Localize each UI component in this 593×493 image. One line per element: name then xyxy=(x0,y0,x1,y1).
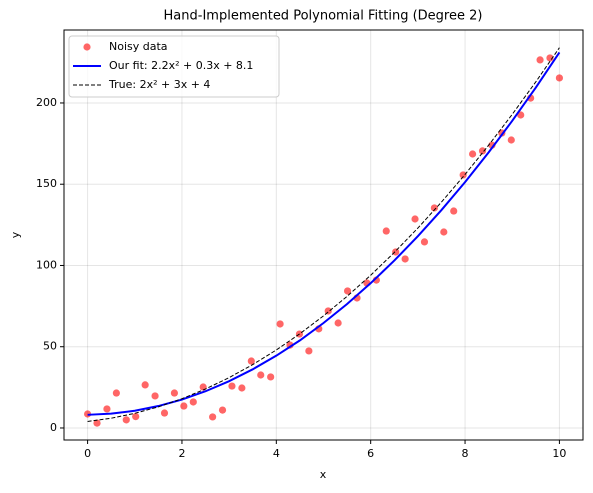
x-tick-label: 4 xyxy=(273,447,280,460)
data-point xyxy=(478,147,487,155)
legend-label: Noisy data xyxy=(109,40,168,53)
data-point xyxy=(112,389,120,397)
legend-marker xyxy=(83,43,91,51)
x-tick-label: 6 xyxy=(367,447,374,460)
data-point xyxy=(440,228,448,236)
x-tick-label: 8 xyxy=(462,447,469,460)
data-point xyxy=(141,381,149,389)
data-point xyxy=(430,204,438,212)
data-point xyxy=(536,56,544,64)
data-point xyxy=(151,392,159,400)
y-axis-label: y xyxy=(9,231,22,238)
data-point xyxy=(218,406,227,414)
plot-frame xyxy=(63,29,584,441)
legend-label: True: 2x² + 3x + 4 xyxy=(108,78,210,91)
y-tick-label: 200 xyxy=(36,96,57,109)
legend-frame xyxy=(68,35,280,98)
data-point xyxy=(392,248,400,256)
data-point xyxy=(189,398,197,406)
data-point xyxy=(468,150,477,158)
chart-title: Hand-Implemented Polynomial Fitting (Deg… xyxy=(164,9,483,24)
data-point xyxy=(257,371,265,379)
data-point xyxy=(160,409,169,417)
data-point xyxy=(132,412,140,421)
y-tick-label: 100 xyxy=(36,258,57,271)
x-tick-label: 10 xyxy=(552,447,566,460)
x-tick-label: 0 xyxy=(84,447,91,460)
data-point xyxy=(180,402,188,410)
data-point xyxy=(343,287,352,295)
data-point xyxy=(122,416,130,424)
line-series xyxy=(87,51,561,416)
y-tick-label: 50 xyxy=(43,340,57,353)
data-point xyxy=(450,207,458,215)
legend: Noisy data Our fit: 2.2x² + 0.3x + 8.1 Tru… xyxy=(68,35,280,98)
data-point xyxy=(170,389,179,397)
data-point xyxy=(420,238,429,246)
data-point xyxy=(382,227,390,235)
data-point xyxy=(103,405,111,413)
data-point xyxy=(459,171,467,179)
plot-area xyxy=(83,47,564,427)
data-point xyxy=(228,382,236,390)
line-series xyxy=(87,47,560,422)
data-point xyxy=(238,384,246,392)
data-point xyxy=(209,413,217,421)
data-point xyxy=(305,347,313,355)
data-point xyxy=(247,357,255,365)
x-axis-label: x xyxy=(320,468,327,481)
y-tick-label: 0 xyxy=(50,421,57,434)
data-point xyxy=(276,320,284,328)
data-point xyxy=(93,419,101,427)
data-point xyxy=(411,215,419,223)
data-point xyxy=(546,54,554,62)
y-tick-label: 150 xyxy=(36,177,57,190)
legend-label: Our fit: 2.2x² + 0.3x + 8.1 xyxy=(109,59,253,72)
data-point xyxy=(507,136,515,144)
data-point xyxy=(517,111,525,119)
x-tick-label: 2 xyxy=(178,447,185,460)
data-point xyxy=(324,307,332,315)
data-point xyxy=(401,255,409,263)
data-point xyxy=(555,74,564,82)
data-point xyxy=(267,373,275,381)
data-point xyxy=(334,319,342,327)
